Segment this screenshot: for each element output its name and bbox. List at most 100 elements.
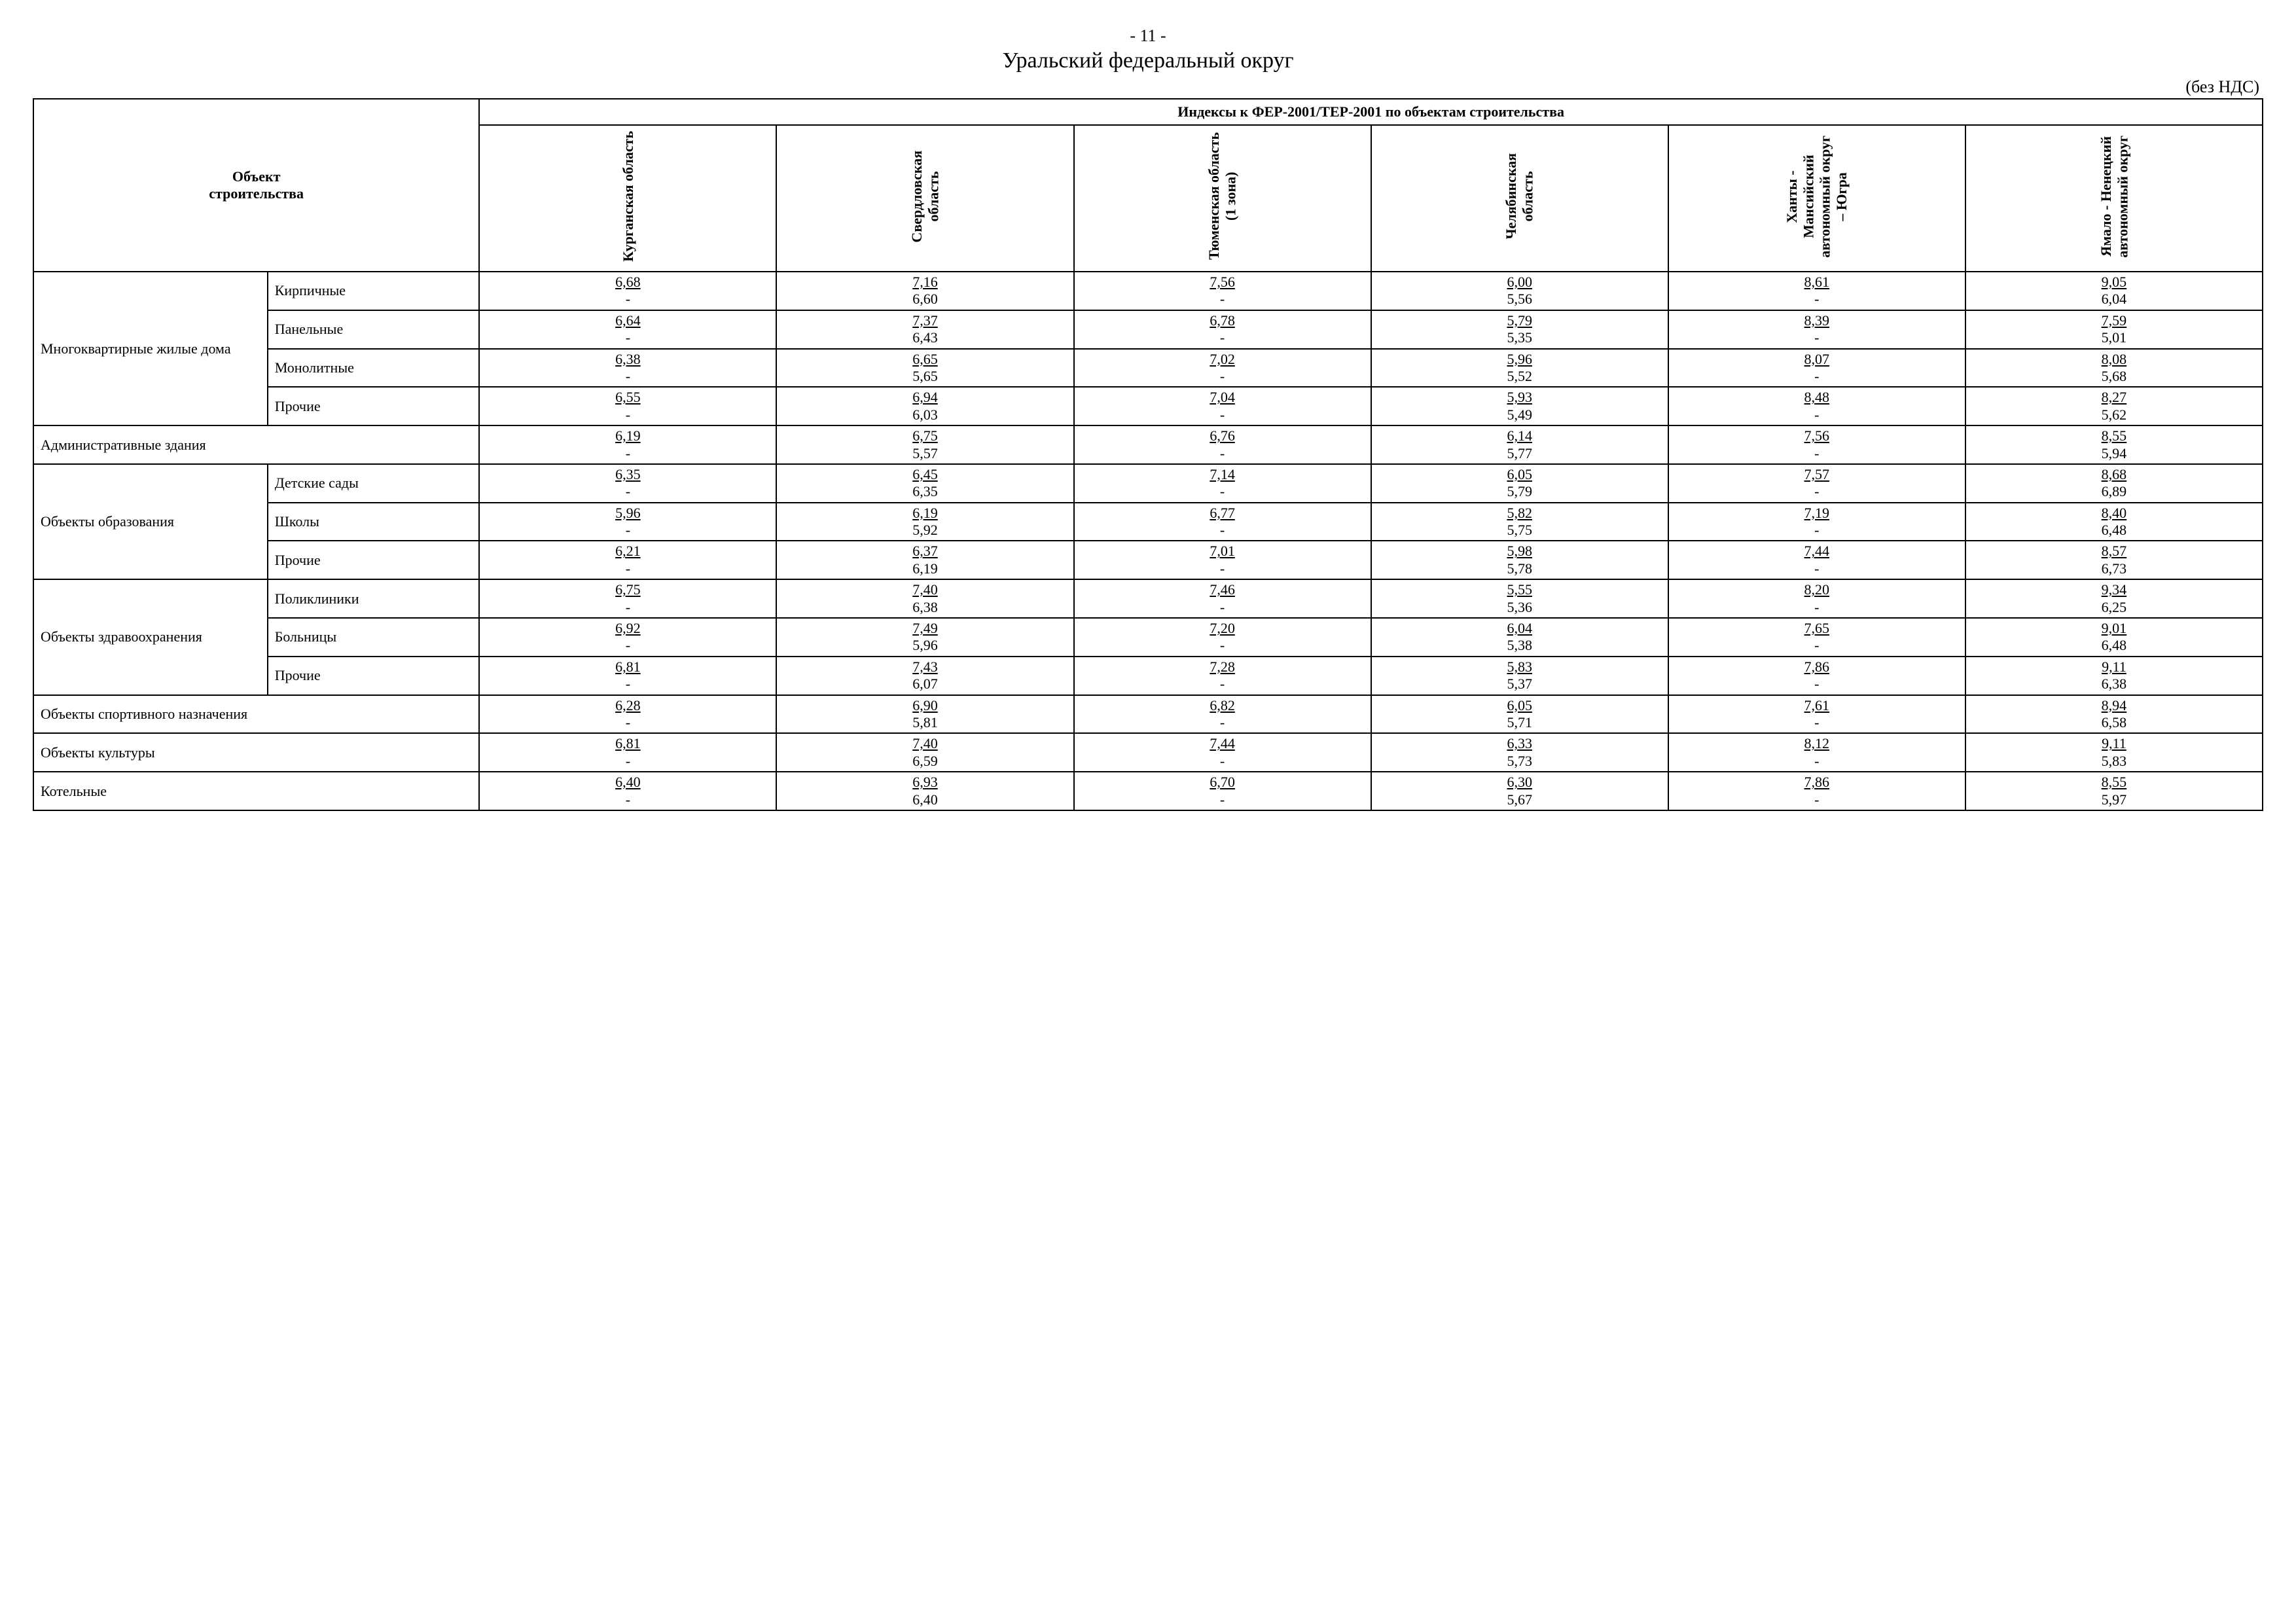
table-row: Административные здания6,19-6,755,576,76…	[33, 425, 2263, 464]
data-cell: 6,655,65	[776, 349, 1073, 388]
table-row: Прочие6,21-6,376,197,01-5,985,787,44-8,5…	[33, 541, 2263, 579]
group-label: Объекты здравоохранения	[33, 579, 268, 695]
row-label: Панельные	[268, 310, 480, 349]
value-top: 6,30	[1374, 774, 1665, 791]
data-cell: 6,045,38	[1371, 618, 1668, 657]
value-bottom: 6,19	[780, 560, 1070, 577]
data-cell: 7,56-	[1074, 272, 1371, 310]
value-bottom: 5,68	[1969, 368, 2259, 385]
value-bottom: -	[1672, 329, 1962, 346]
value-top: 7,37	[780, 312, 1070, 329]
data-cell: 8,085,68	[1965, 349, 2263, 388]
value-bottom: -	[1077, 291, 1368, 308]
data-cell: 7,46-	[1074, 579, 1371, 618]
value-bottom: -	[1672, 791, 1962, 808]
data-cell: 6,055,71	[1371, 695, 1668, 734]
data-cell: 5,825,75	[1371, 503, 1668, 541]
value-top: 7,86	[1672, 659, 1962, 676]
value-top: 5,55	[1374, 581, 1665, 598]
value-bottom: -	[1672, 714, 1962, 731]
value-bottom: -	[1672, 522, 1962, 539]
value-top: 6,19	[482, 427, 773, 444]
value-top: 7,44	[1672, 543, 1962, 560]
data-cell: 5,835,37	[1371, 657, 1668, 695]
value-bottom: -	[1077, 406, 1368, 424]
value-top: 8,61	[1672, 274, 1962, 291]
data-cell: 6,21-	[479, 541, 776, 579]
value-top: 5,93	[1374, 389, 1665, 406]
value-top: 6,40	[482, 774, 773, 791]
value-top: 6,37	[780, 543, 1070, 560]
value-bottom: -	[1672, 291, 1962, 308]
value-top: 7,43	[780, 659, 1070, 676]
value-top: 7,49	[780, 620, 1070, 637]
column-header: Челябинскаяобласть	[1371, 125, 1668, 272]
table-row: Объекты здравоохраненияПоликлиники6,75-7…	[33, 579, 2263, 618]
data-cell: 6,81-	[479, 733, 776, 772]
data-cell: 8,555,94	[1965, 425, 2263, 464]
data-cell: 6,145,77	[1371, 425, 1668, 464]
table-row: Многоквартирные жилые домаКирпичные6,68-…	[33, 272, 2263, 310]
value-top: 8,27	[1969, 389, 2259, 406]
value-bottom: -	[1077, 368, 1368, 385]
value-bottom: -	[1672, 599, 1962, 616]
data-cell: 7,44-	[1668, 541, 1965, 579]
header-object: Объектстроительства	[33, 99, 479, 272]
data-cell: 6,68-	[479, 272, 776, 310]
data-cell: 8,555,97	[1965, 772, 2263, 810]
value-top: 6,38	[482, 351, 773, 368]
vat-note: (без НДС)	[33, 77, 2263, 97]
value-top: 8,39	[1672, 312, 1962, 329]
value-bottom: 5,56	[1374, 291, 1665, 308]
value-top: 5,96	[482, 505, 773, 522]
value-bottom: 6,48	[1969, 637, 2259, 654]
value-bottom: -	[1672, 753, 1962, 770]
value-top: 9,11	[1969, 659, 2259, 676]
value-top: 6,35	[482, 466, 773, 483]
data-cell: 8,20-	[1668, 579, 1965, 618]
row-label: Детские сады	[268, 464, 480, 503]
data-cell: 7,04-	[1074, 387, 1371, 425]
data-cell: 8,07-	[1668, 349, 1965, 388]
value-top: 7,28	[1077, 659, 1368, 676]
value-top: 6,81	[482, 659, 773, 676]
data-cell: 6,005,56	[1371, 272, 1668, 310]
value-top: 8,07	[1672, 351, 1962, 368]
table-row: Школы5,96-6,195,926,77-5,825,757,19-8,40…	[33, 503, 2263, 541]
page-title: Уральский федеральный округ	[33, 48, 2263, 73]
value-bottom: -	[1672, 560, 1962, 577]
value-top: 8,68	[1969, 466, 2259, 483]
value-top: 7,20	[1077, 620, 1368, 637]
data-cell: 5,555,36	[1371, 579, 1668, 618]
value-bottom: -	[482, 329, 773, 346]
value-bottom: -	[1077, 560, 1368, 577]
value-bottom: 6,07	[780, 676, 1070, 693]
data-cell: 6,19-	[479, 425, 776, 464]
data-cell: 6,92-	[479, 618, 776, 657]
value-bottom: -	[1672, 483, 1962, 500]
value-bottom: -	[1077, 599, 1368, 616]
data-cell: 8,686,89	[1965, 464, 2263, 503]
value-bottom: 5,71	[1374, 714, 1665, 731]
data-cell: 7,57-	[1668, 464, 1965, 503]
data-cell: 6,55-	[479, 387, 776, 425]
value-bottom: 6,60	[780, 291, 1070, 308]
value-bottom: 6,25	[1969, 599, 2259, 616]
value-bottom: 5,65	[780, 368, 1070, 385]
value-bottom: 5,77	[1374, 445, 1665, 462]
value-bottom: 5,83	[1969, 753, 2259, 770]
row-label: Кирпичные	[268, 272, 480, 310]
value-bottom: -	[482, 676, 773, 693]
data-cell: 6,38-	[479, 349, 776, 388]
value-bottom: 6,04	[1969, 291, 2259, 308]
value-bottom: -	[482, 291, 773, 308]
value-bottom: -	[1077, 714, 1368, 731]
value-bottom: -	[1077, 676, 1368, 693]
value-bottom: 5,37	[1374, 676, 1665, 693]
data-cell: 5,965,52	[1371, 349, 1668, 388]
value-bottom: -	[482, 406, 773, 424]
data-cell: 9,115,83	[1965, 733, 2263, 772]
value-top: 6,82	[1077, 697, 1368, 714]
value-top: 9,05	[1969, 274, 2259, 291]
data-cell: 7,376,43	[776, 310, 1073, 349]
